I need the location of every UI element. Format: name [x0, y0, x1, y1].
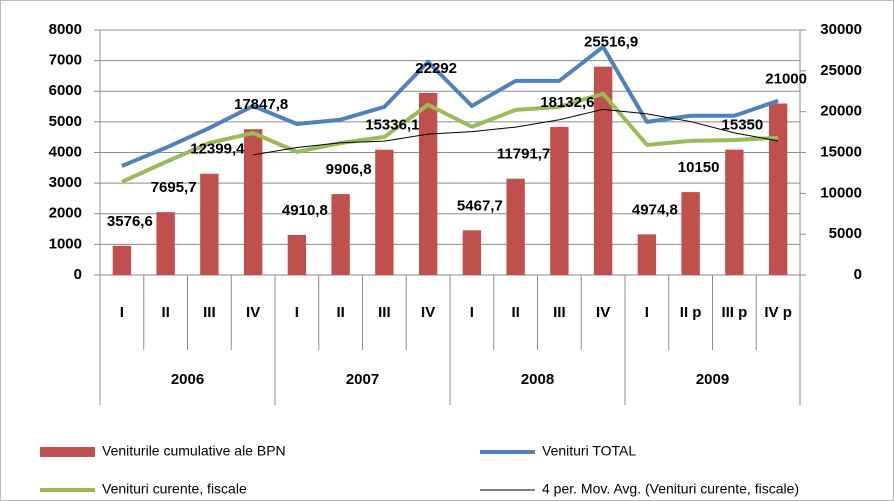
- y2-tick-label: 10000: [820, 184, 862, 201]
- x-tick-label: IV p: [764, 304, 792, 321]
- bar: [593, 66, 613, 275]
- bar: [418, 92, 438, 275]
- value-label: 3576,6: [107, 213, 153, 230]
- bar: [331, 194, 350, 275]
- value-label: 4910,8: [282, 202, 328, 219]
- bar: [375, 149, 394, 275]
- x-tick-label: I: [295, 304, 299, 321]
- x-tick-label: IV: [421, 304, 435, 321]
- x-tick-label: III p: [721, 304, 747, 321]
- y-tick-label: 7000: [49, 52, 82, 69]
- legend-label: Veniturile cumulative ale BPN: [102, 443, 286, 459]
- value-label: 10150: [678, 159, 720, 176]
- value-label: 5467,7: [457, 197, 503, 214]
- x-tick-label: I: [470, 304, 474, 321]
- bar: [200, 173, 219, 275]
- y-tick-label: 1000: [49, 235, 82, 252]
- x-tick-label: III: [553, 304, 566, 321]
- bar: [156, 212, 175, 275]
- bar: [725, 149, 744, 275]
- value-label: 17847,8: [234, 96, 288, 113]
- legend-label: Venituri curente, fiscale: [102, 481, 247, 497]
- x-tick-label: II: [511, 304, 519, 321]
- x-tick-label: II p: [680, 304, 702, 321]
- line: [121, 91, 779, 184]
- value-label: 11791,7: [497, 146, 550, 163]
- value-label: 12399,4: [190, 141, 245, 158]
- bar: [768, 103, 788, 275]
- x-tick-label: II: [161, 304, 169, 321]
- value-label: 18132,6: [540, 94, 594, 111]
- y2-tick-label: 15000: [820, 143, 862, 160]
- group-label: 2006: [171, 371, 204, 388]
- x-tick-label: III: [203, 304, 216, 321]
- y-tick-label: 5000: [49, 113, 82, 130]
- group-label: 2009: [696, 371, 729, 388]
- legend-label: 4 per. Mov. Avg. (Venituri curente, fisc…: [542, 481, 799, 497]
- bar: [112, 245, 132, 275]
- value-label: 15336,1: [365, 117, 419, 134]
- y-tick-label: 4000: [49, 143, 82, 160]
- legend-swatch: [40, 447, 95, 457]
- x-tick-label: I: [645, 304, 649, 321]
- bar: [550, 126, 569, 275]
- x-tick-label: IV: [246, 304, 260, 321]
- x-tick-label: I: [120, 304, 124, 321]
- y2-tick-label: 30000: [820, 21, 862, 38]
- value-label: 22292: [415, 60, 457, 77]
- bar: [462, 230, 482, 275]
- x-tick-label: III: [378, 304, 391, 321]
- bar: [243, 129, 263, 275]
- line: [121, 44, 779, 168]
- x-tick-label: II: [336, 304, 344, 321]
- group-label: 2008: [521, 371, 554, 388]
- y2-tick-label: 0: [854, 266, 862, 283]
- value-label: 25516,9: [584, 34, 638, 51]
- bar: [287, 234, 307, 275]
- y-tick-label: 8000: [49, 21, 82, 38]
- value-label: 9906,8: [326, 161, 372, 178]
- bar: [637, 234, 657, 275]
- y-tick-label: 6000: [49, 82, 82, 99]
- value-label: 7695,7: [151, 179, 197, 196]
- y2-tick-label: 5000: [829, 225, 862, 242]
- value-label: 21000: [765, 70, 807, 87]
- y2-tick-label: 25000: [820, 62, 862, 79]
- line: [253, 108, 779, 156]
- legend-label: Venituri TOTAL: [542, 443, 636, 459]
- x-tick-label: IV: [596, 304, 610, 321]
- group-label: 2007: [346, 371, 379, 388]
- value-label: 4974,8: [632, 201, 678, 218]
- bar: [681, 192, 700, 275]
- y-tick-label: 2000: [49, 205, 82, 222]
- y-tick-label: 0: [74, 266, 82, 283]
- y2-tick-label: 20000: [820, 103, 862, 120]
- value-label: 15350: [722, 117, 764, 134]
- bar: [506, 178, 525, 275]
- y-tick-label: 3000: [49, 174, 82, 191]
